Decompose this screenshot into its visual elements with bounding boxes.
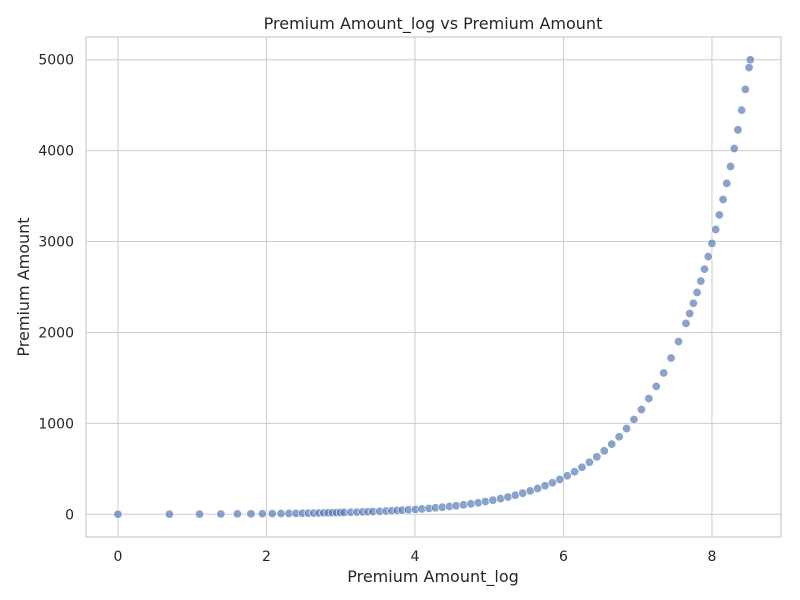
data-point — [488, 495, 498, 505]
data-point — [584, 457, 594, 467]
data-point — [503, 492, 513, 502]
data-point — [707, 238, 717, 248]
x-tick-label: 2 — [262, 549, 271, 565]
x-tick-label: 4 — [410, 549, 419, 565]
data-point — [555, 474, 565, 484]
data-point — [451, 501, 461, 511]
data-point — [688, 298, 698, 308]
y-tick-label: 0 — [65, 507, 74, 523]
data-point — [577, 462, 587, 472]
data-point — [246, 509, 256, 519]
data-point — [480, 497, 490, 507]
chart-title: Premium Amount_log vs Premium Amount — [264, 14, 603, 34]
data-point — [692, 287, 702, 297]
data-point — [737, 105, 747, 115]
data-point — [718, 195, 728, 205]
x-tick-label: 6 — [559, 549, 568, 565]
y-axis-label: Premium Amount — [14, 217, 33, 356]
data-point — [681, 318, 691, 328]
data-point — [257, 509, 267, 519]
data-point — [733, 125, 743, 135]
data-point — [518, 488, 528, 498]
x-tick-label: 0 — [113, 549, 122, 565]
data-point — [651, 381, 661, 391]
y-tick-label: 2000 — [38, 325, 74, 341]
data-point — [740, 84, 750, 94]
data-point — [510, 490, 520, 500]
data-points — [113, 55, 755, 519]
data-point — [711, 224, 721, 234]
y-tick-labels: 0 1000 2000 3000 4000 5000 — [38, 53, 74, 524]
data-point — [195, 509, 205, 519]
data-point — [745, 55, 755, 65]
y-tick-label: 4000 — [38, 144, 74, 160]
data-point — [666, 353, 676, 363]
data-point — [703, 252, 713, 262]
data-point — [164, 509, 174, 519]
x-tick-label: 8 — [707, 549, 716, 565]
y-tick-label: 3000 — [38, 235, 74, 251]
data-point — [700, 264, 710, 274]
data-point — [644, 394, 654, 404]
data-point — [592, 452, 602, 462]
data-point — [685, 309, 695, 319]
data-point — [276, 509, 286, 519]
data-point — [674, 337, 684, 347]
data-point — [570, 467, 580, 477]
x-axis-label: Premium Amount_log — [347, 567, 519, 587]
data-point — [216, 509, 226, 519]
data-point — [729, 144, 739, 154]
data-point — [607, 439, 617, 449]
data-point — [714, 210, 724, 220]
data-point — [458, 500, 468, 510]
data-point — [562, 471, 572, 481]
data-point — [547, 478, 557, 488]
data-point — [622, 424, 632, 434]
data-point — [722, 178, 732, 188]
data-point — [726, 161, 736, 171]
data-point — [599, 446, 609, 456]
data-point — [744, 63, 754, 73]
data-point — [614, 432, 624, 442]
y-tick-label: 1000 — [38, 416, 74, 432]
data-point — [636, 405, 646, 415]
data-point — [629, 415, 639, 425]
data-point — [232, 509, 242, 519]
y-tick-label: 5000 — [38, 53, 74, 69]
data-point — [533, 483, 543, 493]
plot-frame — [85, 36, 782, 538]
data-point — [113, 509, 123, 519]
grid — [86, 37, 781, 537]
data-point — [496, 494, 506, 504]
data-point — [267, 509, 277, 519]
x-tick-labels: 0 2 4 6 8 — [113, 549, 716, 565]
data-point — [659, 368, 669, 378]
data-point — [696, 276, 706, 286]
